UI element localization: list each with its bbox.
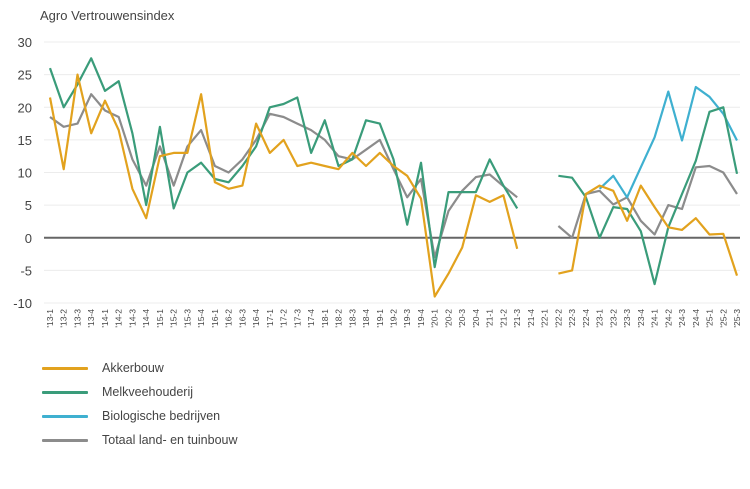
y-tick-label: 0: [25, 231, 32, 246]
legend-item: Totaal land- en tuinbouw: [42, 428, 238, 452]
x-tick-label: '21-4: [526, 309, 536, 328]
x-tick-label: '19-2: [389, 309, 399, 328]
x-tick-label: '18-3: [347, 309, 357, 328]
series-line-akkerbouw: [48, 73, 519, 298]
x-tick-label: '19-4: [416, 309, 426, 328]
x-tick-label: '13-3: [72, 309, 82, 328]
x-tick-label: '13-4: [86, 309, 96, 328]
legend-swatch: [42, 414, 88, 418]
y-tick-label: 10: [18, 166, 32, 181]
x-tick-label: '17-3: [292, 309, 302, 328]
x-tick-label: '23-1: [595, 309, 605, 328]
legend-label: Akkerbouw: [102, 361, 164, 375]
x-tick-label: '16-4: [251, 309, 261, 328]
x-tick-label: '25-2: [718, 309, 728, 328]
x-tick-label: '16-1: [210, 309, 220, 328]
x-tick-label: '15-2: [169, 309, 179, 328]
x-tick-label: '15-3: [182, 309, 192, 328]
legend-item: Akkerbouw: [42, 356, 238, 380]
x-tick-label: '20-2: [443, 309, 453, 328]
x-tick-label: '13-1: [45, 309, 55, 328]
x-tick-label: '18-4: [361, 309, 371, 328]
y-tick-label: -10: [13, 296, 32, 311]
series-line-melkveehouderij: [558, 106, 739, 286]
x-tick-label: '23-2: [608, 309, 618, 328]
legend-swatch: [42, 390, 88, 394]
x-tick-label: '18-1: [320, 309, 330, 328]
legend-swatch: [42, 366, 88, 370]
legend-label: Totaal land- en tuinbouw: [102, 433, 238, 447]
x-tick-label: '22-1: [540, 309, 550, 328]
legend-item: Melkveehouderij: [42, 380, 238, 404]
series-line-akkerbouw: [558, 184, 739, 276]
legend: Akkerbouw Melkveehouderij Biologische bedr…: [42, 356, 238, 452]
x-tick-label: '15-4: [196, 309, 206, 328]
y-tick-label: 25: [18, 68, 32, 83]
x-tick-label: '22-3: [567, 309, 577, 328]
x-tick-label: '24-3: [677, 309, 687, 328]
legend-item: Biologische bedrijven: [42, 404, 238, 428]
x-tick-label: '13-2: [59, 309, 69, 328]
line-chart: Agro Vertrouwensindex -10-5051015202530 …: [13, 8, 742, 328]
x-tick-label: '25-3: [732, 309, 742, 328]
x-tick-label: '20-4: [471, 309, 481, 328]
x-tick-label: '24-2: [663, 309, 673, 328]
y-tick-label: 20: [18, 100, 32, 115]
x-tick-label: '17-2: [279, 309, 289, 328]
x-tick-label: '21-3: [512, 309, 522, 328]
x-tick-label: '16-3: [237, 309, 247, 328]
legend-label: Melkveehouderij: [102, 385, 194, 399]
x-tick-label: '16-2: [224, 309, 234, 328]
x-tick-label: '20-3: [457, 309, 467, 328]
y-tick-label: 5: [25, 198, 32, 213]
x-tick-label: '19-1: [375, 309, 385, 328]
x-tick-label: '21-2: [498, 309, 508, 328]
x-tick-label: '23-3: [622, 309, 632, 328]
x-tick-label: '14-4: [141, 309, 151, 328]
x-tick-label: '24-4: [691, 309, 701, 328]
chart-title: Agro Vertrouwensindex: [40, 8, 175, 23]
x-tick-label: '19-3: [402, 309, 412, 328]
x-tick-label: '22-4: [581, 309, 591, 328]
x-tick-label: '18-2: [334, 309, 344, 328]
x-tick-label: '17-1: [265, 309, 275, 328]
y-tick-label: 15: [18, 133, 32, 148]
x-tick-label: '17-4: [306, 309, 316, 328]
series-line-biologische-bedrijven: [598, 85, 738, 199]
x-tick-label: '14-2: [114, 309, 124, 328]
x-tick-label: '23-4: [636, 309, 646, 328]
series-line-melkveehouderij: [48, 57, 519, 269]
x-tick-label: '22-2: [553, 309, 563, 328]
x-tick-label: '20-1: [430, 309, 440, 328]
x-tick-label: '24-1: [650, 309, 660, 328]
x-tick-label: '15-1: [155, 309, 165, 328]
y-tick-label: -5: [20, 263, 32, 278]
x-tick-label: '14-3: [127, 309, 137, 328]
legend-label: Biologische bedrijven: [102, 409, 221, 423]
x-tick-label: '21-1: [485, 309, 495, 328]
x-tick-label: '25-1: [705, 309, 715, 328]
x-tick-label: '14-1: [100, 309, 110, 328]
y-tick-label: 30: [18, 35, 32, 50]
legend-swatch: [42, 438, 88, 442]
series-line-totaal-land-en-tuinbouw: [49, 93, 518, 259]
